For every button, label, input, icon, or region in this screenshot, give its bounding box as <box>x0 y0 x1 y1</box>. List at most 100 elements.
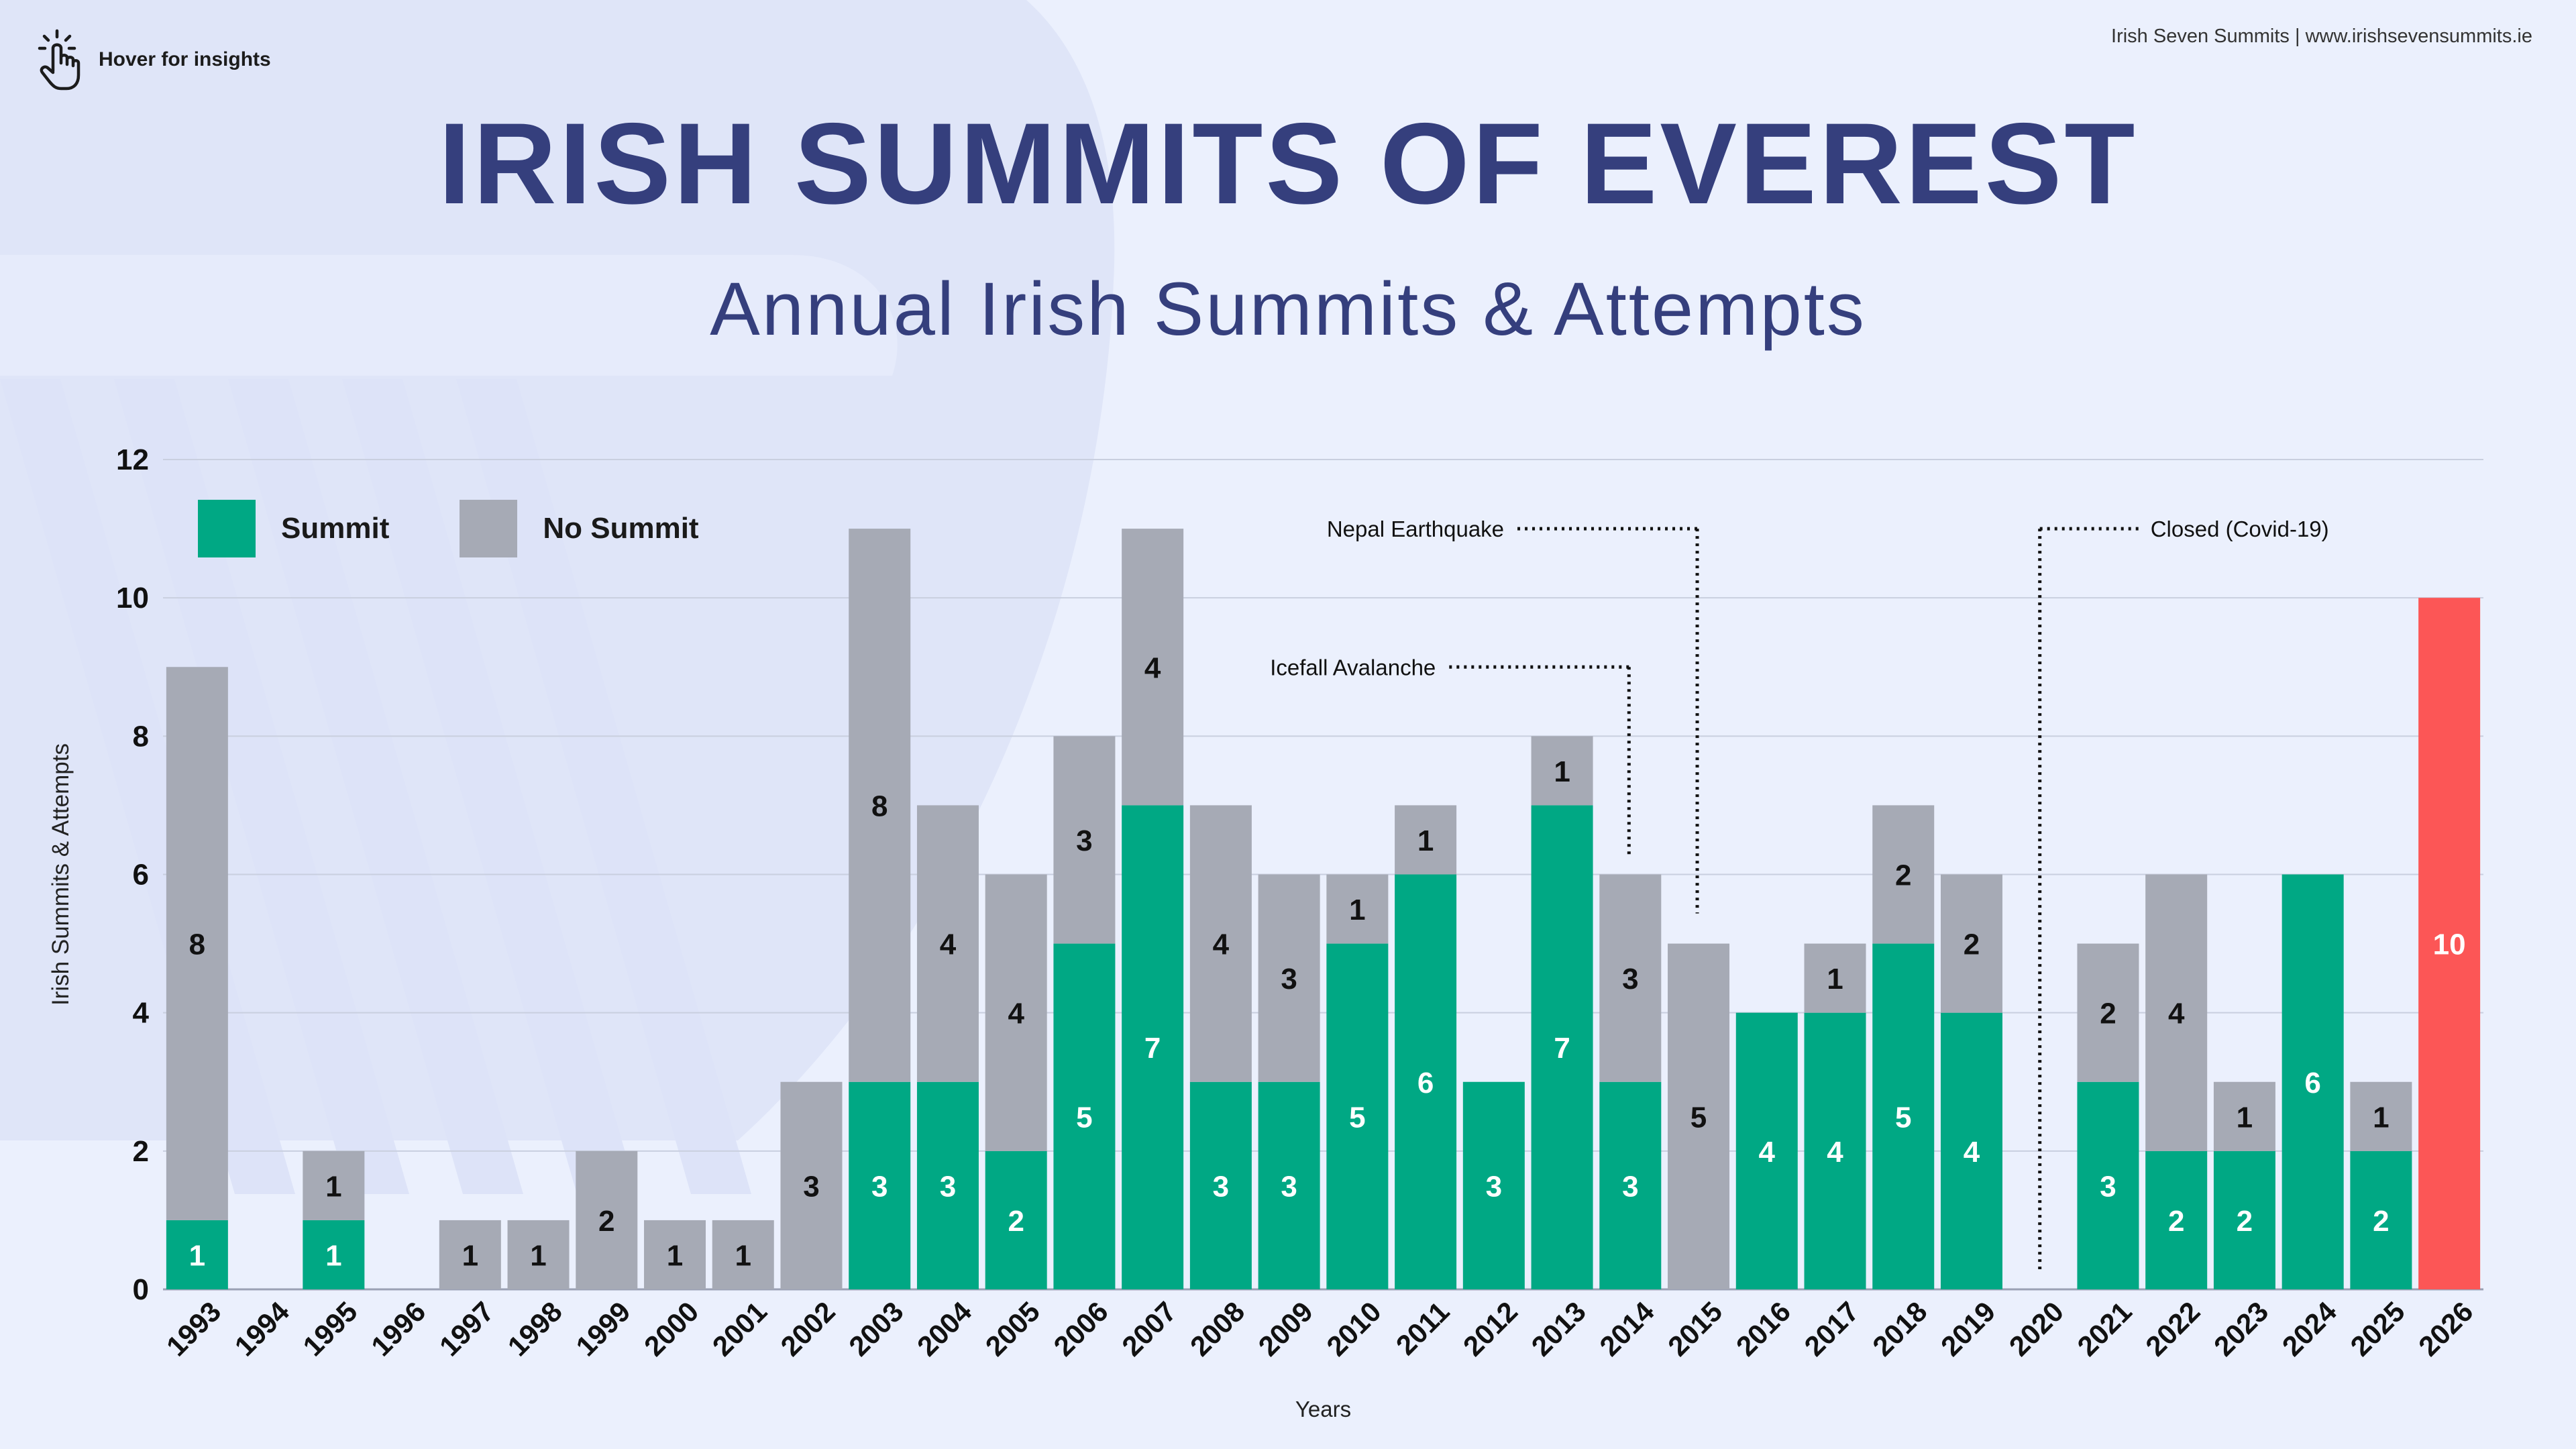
y-tick-label: 8 <box>133 720 149 753</box>
data-label-summit: 4 <box>1759 1136 1776 1169</box>
x-tick-label: 2004 <box>911 1295 978 1362</box>
bar-summit <box>1258 1081 1320 1289</box>
x-tick-label: 2017 <box>1799 1295 1865 1362</box>
annotation-icefall-avalanche: Icefall Avalanche <box>1270 655 1436 680</box>
data-label-summit: 4 <box>1964 1136 1980 1169</box>
bar-summit <box>166 1220 228 1289</box>
x-tick-label: 2002 <box>775 1295 841 1362</box>
site-credit[interactable]: Irish Seven Summits | www.irishsevensumm… <box>2111 25 2532 47</box>
x-tick-label: 2026 <box>2412 1295 2479 1362</box>
x-tick-label: 2021 <box>2072 1295 2138 1362</box>
data-label-summit: 3 <box>940 1170 956 1203</box>
legend: Summit No Summit <box>198 500 769 557</box>
annotation-nepal-earthquake: Nepal Earthquake <box>1327 517 1504 541</box>
bar-highlight <box>2418 598 2481 1289</box>
legend-item-summit[interactable]: Summit <box>198 500 389 557</box>
data-label-summit: 1 <box>325 1239 341 1272</box>
bar-no-summit <box>2350 1081 2412 1151</box>
data-label-summit: 6 <box>1417 1067 1434 1099</box>
data-label-summit: 2 <box>2168 1205 2184 1238</box>
y-axis-label: Irish Summits & Attempts <box>48 743 74 1006</box>
data-label-summit: 1 <box>189 1239 205 1272</box>
hover-hint[interactable]: Hover for insights <box>37 28 271 91</box>
y-tick-label: 4 <box>133 997 150 1030</box>
data-label-no-summit: 2 <box>2100 998 2116 1030</box>
data-label-no-summit: 4 <box>2168 998 2185 1030</box>
x-tick-label: 1999 <box>570 1295 636 1362</box>
bar-no-summit <box>1053 736 1116 944</box>
bar-no-summit <box>439 1220 501 1289</box>
bar-no-summit <box>1668 943 1730 1289</box>
data-label-no-summit: 8 <box>871 790 888 822</box>
data-label-summit: 2 <box>2237 1205 2253 1238</box>
x-tick-label: 2009 <box>1252 1295 1319 1362</box>
bar-no-summit <box>644 1220 706 1289</box>
bar-summit <box>2350 1150 2412 1289</box>
bar-summit <box>1462 1081 1525 1289</box>
data-label-no-summit: 4 <box>1213 928 1230 961</box>
bar-no-summit <box>1189 805 1252 1082</box>
y-tick-label: 12 <box>116 443 149 476</box>
x-tick-label: 1994 <box>229 1295 296 1362</box>
data-label-summit: 6 <box>2304 1067 2320 1099</box>
data-label-no-summit: 1 <box>667 1239 683 1272</box>
x-tick-label: 2025 <box>2344 1295 2410 1362</box>
bar-summit <box>1804 1012 1866 1289</box>
bar-no-summit <box>780 1081 843 1289</box>
bar-summit <box>1735 1012 1798 1289</box>
data-label-summit: 3 <box>871 1170 888 1203</box>
data-label-summit: 5 <box>1076 1101 1092 1134</box>
hover-hint-label: Hover for insights <box>99 48 271 70</box>
data-label-summit: 3 <box>1622 1170 1638 1203</box>
bar-summit <box>985 1150 1047 1289</box>
data-label-no-summit: 3 <box>803 1170 819 1203</box>
x-tick-label: 2014 <box>1593 1295 1660 1362</box>
bar-no-summit <box>2145 874 2208 1151</box>
chart-title: IRISH SUMMITS OF EVEREST <box>438 99 2138 228</box>
x-tick-label: 2013 <box>1525 1295 1592 1362</box>
bar-summit <box>1872 943 1935 1289</box>
hand-pointer-icon <box>38 29 80 91</box>
data-label-summit: 7 <box>1144 1032 1161 1065</box>
x-tick-label: 2024 <box>2276 1295 2343 1362</box>
bar-summit <box>1395 874 1457 1289</box>
data-label-no-summit: 4 <box>1144 651 1161 684</box>
x-tick-label: 1995 <box>297 1295 363 1362</box>
legend-item-no-summit[interactable]: No Summit <box>460 500 699 557</box>
x-tick-label: 2015 <box>1662 1295 1728 1362</box>
data-label-summit: 5 <box>1895 1101 1911 1134</box>
bar-summit <box>1122 805 1184 1289</box>
data-label-no-summit: 1 <box>2373 1101 2389 1134</box>
data-label-summit: 5 <box>1349 1101 1365 1134</box>
x-tick-label: 2000 <box>638 1295 704 1362</box>
data-label-no-summit: 2 <box>598 1205 614 1238</box>
x-tick-label: 2023 <box>2208 1295 2274 1362</box>
bar-summit <box>2213 1150 2275 1289</box>
x-axis-label: Years <box>1295 1397 1351 1421</box>
bar-no-summit <box>1122 529 1184 806</box>
data-label-summit: 3 <box>1281 1170 1297 1203</box>
bar-no-summit <box>1326 874 1389 944</box>
data-label-no-summit: 1 <box>735 1239 751 1272</box>
data-label-no-summit: 1 <box>530 1239 546 1272</box>
x-tick-label: 2003 <box>843 1295 909 1362</box>
x-tick-label: 2006 <box>1047 1295 1114 1362</box>
y-tick-label: 0 <box>133 1273 149 1306</box>
bar-summit <box>2077 1081 2139 1289</box>
legend-label-no-summit: No Summit <box>543 512 699 545</box>
bar-summit <box>1053 943 1116 1289</box>
bar-summit <box>2282 874 2344 1289</box>
annotation-covid: Closed (Covid-19) <box>2151 517 2329 541</box>
bar-no-summit <box>507 1220 570 1289</box>
legend-swatch-no-summit <box>460 500 518 557</box>
y-tick-label: 2 <box>133 1135 149 1168</box>
data-label-no-summit: 2 <box>1895 859 1911 892</box>
data-label-no-summit: 1 <box>1827 963 1843 996</box>
data-label-no-summit: 8 <box>189 928 205 961</box>
bar-no-summit <box>1395 805 1457 875</box>
x-tick-label: 2018 <box>1866 1295 1933 1362</box>
data-label-no-summit: 1 <box>2237 1101 2253 1134</box>
bar-no-summit <box>1804 943 1866 1013</box>
data-label-no-summit: 3 <box>1076 824 1092 857</box>
data-label-no-summit: 1 <box>1417 824 1434 857</box>
